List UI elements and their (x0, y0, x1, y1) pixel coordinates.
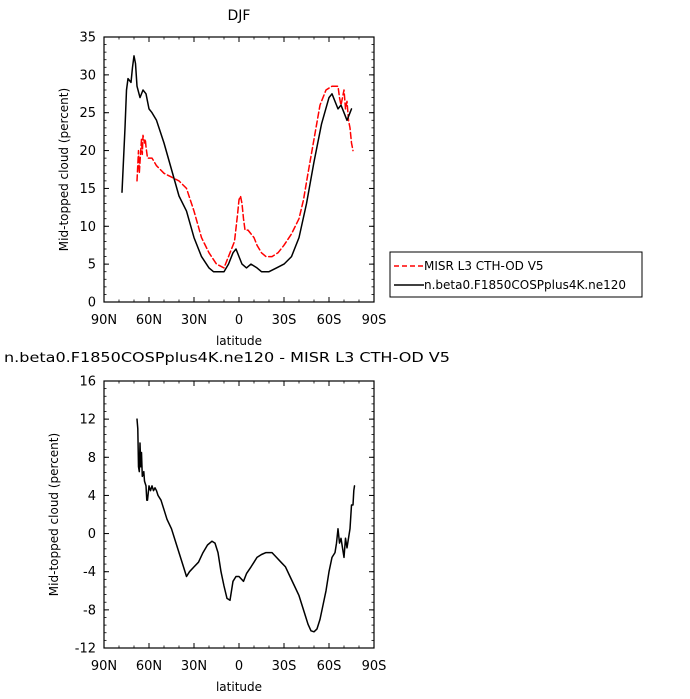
y-tick-label: 25 (79, 106, 96, 121)
y-tick-label: -12 (75, 642, 96, 657)
y-tick-label: 15 (79, 182, 96, 197)
x-tick-label: 60N (136, 313, 162, 328)
y-tick-label: 12 (79, 413, 96, 428)
legend-label-model: n.beta0.F1850COSPplus4K.ne120 (424, 278, 626, 292)
x-tick-label: 90N (91, 313, 117, 328)
legend-box (389, 251, 643, 298)
bottom-plot-area (136, 418, 356, 633)
y-tick-label: 5 (88, 258, 96, 273)
top-x-axis-label: latitude (216, 334, 262, 348)
legend: MISR L3 CTH-OD V5 n.beta0.F1850COSPplus4… (389, 251, 643, 298)
legend-label-misr: MISR L3 CTH-OD V5 (424, 259, 544, 273)
x-tick-label: 90S (362, 313, 387, 328)
bottom-y-axis-label: Mid-topped cloud (percent) (47, 433, 61, 596)
series-line-1 (121, 55, 353, 273)
top-panel-title: DJF (228, 8, 251, 24)
y-tick-label: 20 (79, 144, 96, 159)
x-tick-label: 30S (272, 313, 297, 328)
y-tick-label: 30 (79, 68, 96, 83)
x-tick-label: 0 (235, 659, 243, 674)
y-tick-label: 35 (79, 31, 96, 46)
x-tick-label: 30N (181, 659, 207, 674)
y-tick-label: 0 (88, 527, 96, 542)
y-tick-label: -8 (83, 603, 96, 618)
x-tick-label: 60S (317, 659, 342, 674)
bottom-plot-frame (103, 380, 375, 649)
bottom-panel-title: n.beta0.F1850COSPplus4K.ne120 - MISR L3 … (4, 350, 450, 366)
series-line-0 (136, 418, 356, 633)
y-tick-label: 0 (88, 296, 96, 311)
bottom-x-axis-label: latitude (216, 680, 262, 694)
y-tick-label: 16 (79, 375, 96, 390)
top-plot-area (121, 55, 354, 273)
x-tick-label: 30N (181, 313, 207, 328)
bottom-panel: n.beta0.F1850COSPplus4K.ne120 - MISR L3 … (4, 350, 450, 694)
top-plot-frame (103, 36, 375, 303)
y-tick-label: -4 (83, 565, 96, 580)
x-tick-label: 60N (136, 659, 162, 674)
top-panel: DJF 0 5 10 15 20 25 30 35 90N 60N 30N 0 30S 60S 90S la… (57, 8, 386, 348)
y-tick-label: 4 (88, 489, 96, 504)
x-tick-label: 90S (362, 659, 387, 674)
x-tick-label: 0 (235, 313, 243, 328)
x-tick-label: 90N (91, 659, 117, 674)
x-tick-label: 60S (317, 313, 342, 328)
y-tick-label: 10 (79, 220, 96, 235)
top-axis-ticks: 0 5 10 15 20 25 30 35 90N 60N 30N 0 30S 60S 90S (79, 31, 386, 329)
top-y-axis-label: Mid-topped cloud (percent) (57, 88, 71, 251)
x-tick-label: 30S (272, 659, 297, 674)
y-tick-label: 8 (88, 451, 96, 466)
bottom-axis-ticks: -12 -8 -4 0 4 8 12 16 90N 60N 30N 0 30S 60S 90S (75, 375, 387, 675)
series-line-0 (136, 85, 354, 269)
